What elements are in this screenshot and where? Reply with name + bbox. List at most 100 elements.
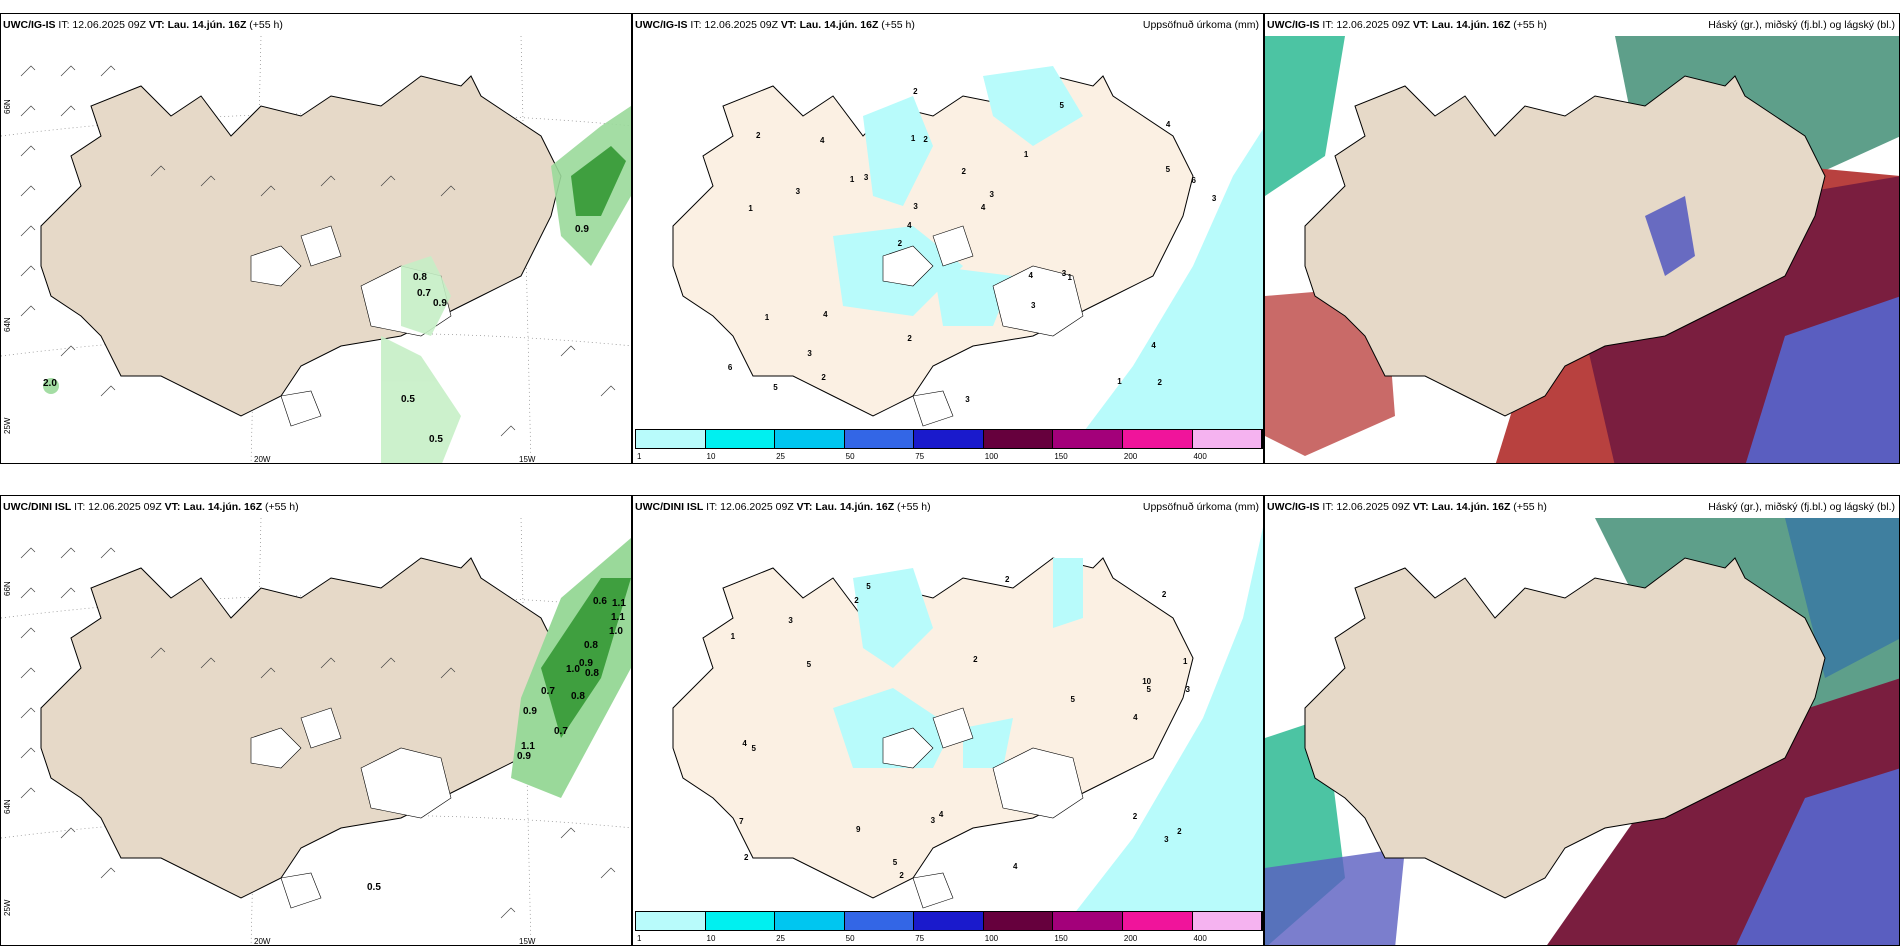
- precip-value: 1: [1117, 377, 1122, 387]
- precip-value: 2: [961, 166, 966, 176]
- precip-value: 2: [744, 852, 749, 862]
- panel-cloud-bottom: UWC/IG-IS IT: 12.06.2025 09Z VT: Lau. 14…: [1264, 495, 1900, 946]
- precip-value: 3: [913, 202, 918, 212]
- wind-value: 0.9: [523, 706, 537, 717]
- wind-value: 0.9: [579, 658, 593, 669]
- cloud-map: [1265, 36, 1899, 463]
- precip-value: 1: [849, 175, 855, 185]
- colorbar-swatch: [775, 912, 845, 930]
- lat-label: 25W: [3, 899, 12, 916]
- colorbar-swatch: [1053, 430, 1123, 448]
- precip-value: 4: [742, 738, 747, 748]
- wind-value: 0.7: [417, 288, 431, 299]
- wind-value: 0.8: [413, 272, 427, 283]
- wind-value: 1.1: [612, 598, 626, 609]
- panel-header: UWC/DINI ISL IT: 12.06.2025 09Z VT: Lau.…: [635, 501, 931, 513]
- precip-value: 9: [855, 825, 861, 835]
- precip-value: 5: [866, 581, 871, 591]
- precip-value: 5: [1070, 695, 1075, 705]
- lon-label: 15W: [519, 937, 536, 946]
- precip-value: 3: [930, 816, 936, 826]
- precip-value: 5: [773, 382, 778, 392]
- wind-value: 1.0: [609, 626, 623, 637]
- colorbar-swatch: [636, 430, 706, 448]
- precip-value: 1: [1067, 272, 1072, 282]
- colorbar-swatch: [1053, 912, 1123, 930]
- panel-title: Uppsöfnuð úrkoma (mm): [1142, 501, 1259, 513]
- precip-value: 3: [1164, 834, 1169, 844]
- wind-value: 0.7: [554, 726, 568, 737]
- panel-title: Uppsöfnuð úrkoma (mm): [1142, 19, 1259, 31]
- precip-value: 5: [751, 743, 756, 753]
- lon-label: 15W: [519, 455, 536, 464]
- precip-value: 5: [1059, 101, 1064, 110]
- colorbar-swatch: [844, 912, 915, 930]
- colorbar-label: 75: [915, 452, 925, 461]
- precip-value: 3: [795, 187, 801, 197]
- colorbar-swatch: [1122, 430, 1193, 448]
- precip-value: 4: [980, 203, 986, 213]
- colorbar-label: 25: [776, 452, 786, 461]
- precip-value: 1: [1023, 150, 1029, 160]
- lat-label: 64N: [3, 799, 12, 814]
- colorbar-swatch: [1192, 912, 1263, 930]
- wind-map: [1, 36, 631, 463]
- panel-precip-top: UWC/IG-IS IT: 12.06.2025 09Z VT: Lau. 14…: [632, 13, 1264, 464]
- lon-label: 20W: [254, 937, 271, 946]
- precip-value: 10: [1142, 677, 1152, 687]
- precip-value: 3: [1185, 684, 1190, 694]
- wind-value: 0.9: [433, 298, 447, 309]
- wind-value: 1.1: [521, 741, 535, 752]
- colorbar-label: 150: [1054, 452, 1068, 461]
- colorbar-label: 50: [845, 934, 855, 943]
- precip-value: 4: [1028, 270, 1033, 280]
- colorbar-swatch: [705, 430, 776, 448]
- colorbar-label: 50: [845, 452, 855, 461]
- wind-value: 0.8: [585, 668, 599, 679]
- precip-value: 4: [1151, 341, 1156, 351]
- lat-label: 66N: [3, 581, 12, 596]
- precip-value: 2: [897, 239, 903, 249]
- colorbar-swatch: [983, 430, 1054, 448]
- colorbar-label: 200: [1123, 934, 1138, 943]
- precip-value: 4: [907, 221, 912, 231]
- precip-value: 1: [764, 312, 770, 322]
- precip-value: 1: [910, 134, 916, 144]
- wind-value: 1.1: [611, 612, 625, 623]
- precip-value: 4: [1165, 119, 1171, 129]
- colorbar-swatch: [983, 912, 1054, 930]
- colorbar-swatch: [775, 430, 845, 448]
- lon-label: 20W: [254, 455, 271, 464]
- precip-value: 3: [863, 173, 869, 183]
- precip-value: 6: [727, 363, 733, 373]
- panel-header: UWC/IG-IS IT: 12.06.2025 09Z VT: Lau. 14…: [1267, 501, 1547, 513]
- precip-value: 2: [821, 373, 826, 383]
- precip-value: 2: [756, 131, 761, 141]
- panel-wind-top: UWC/IG-IS IT: 12.06.2025 09Z VT: Lau. 14…: [0, 13, 632, 464]
- precip-value: 4: [1133, 712, 1138, 722]
- colorbar-label: 400: [1193, 452, 1207, 461]
- colorbar-swatch: [914, 430, 984, 448]
- precip-value: 4: [820, 135, 825, 145]
- wind-value: 0.5: [367, 882, 381, 893]
- precip-value: 2: [1161, 589, 1167, 599]
- precip-value: 2: [1157, 377, 1162, 387]
- precip-value: 2: [1132, 812, 1138, 822]
- precip-value: 2: [907, 334, 912, 344]
- precip-value: 4: [1013, 862, 1018, 872]
- panel-precip-bottom: UWC/DINI ISL IT: 12.06.2025 09Z VT: Lau.…: [632, 495, 1264, 946]
- colorbar-label: 1: [637, 452, 642, 461]
- panel-title: Háský (gr.), miðský (fj.bl.) og lágský (…: [1708, 501, 1895, 513]
- colorbar-swatch: [844, 430, 915, 448]
- colorbar-label: 150: [1054, 934, 1068, 943]
- panel-wind-bottom: UWC/DINI ISL IT: 12.06.2025 09Z VT: Lau.…: [0, 495, 632, 946]
- colorbar-label: 10: [706, 452, 716, 461]
- colorbar-swatch: [636, 912, 706, 930]
- precip-value: 3: [1061, 268, 1067, 278]
- colorbar-label: 75: [915, 934, 925, 943]
- precip-value: 7: [739, 817, 744, 827]
- cloud-map: [1265, 518, 1899, 945]
- colorbar-label: 200: [1123, 452, 1138, 461]
- wind-value: 0.9: [575, 224, 589, 235]
- precip-value: 4: [823, 310, 828, 320]
